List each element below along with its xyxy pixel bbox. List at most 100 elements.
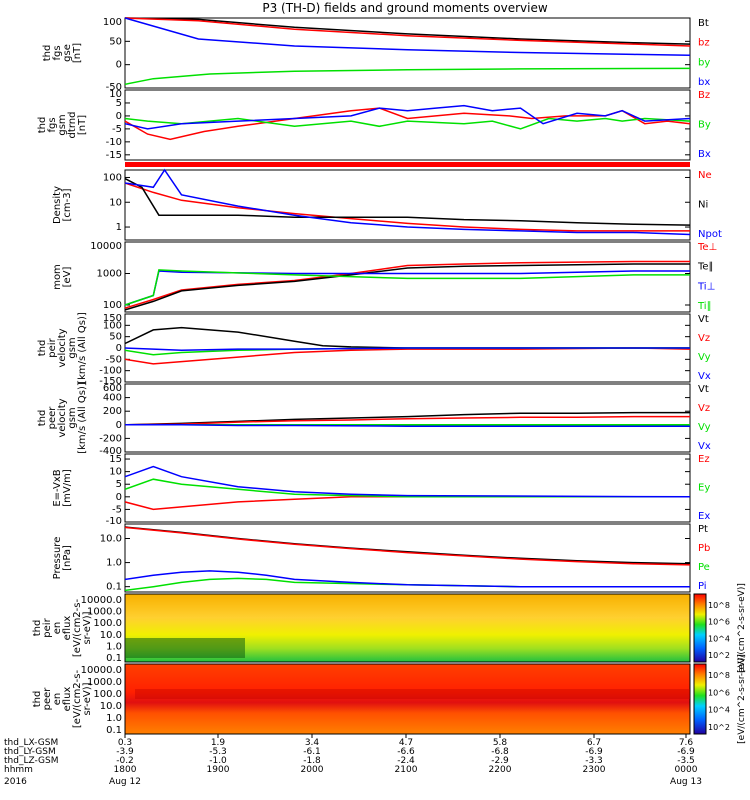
x-row-value: 2100 <box>395 765 418 775</box>
series-bx <box>124 17 691 57</box>
y-axis-label-line: [nT] <box>72 43 83 63</box>
y-axis-label-line: sr-eV)] <box>82 611 93 644</box>
y-axis-label-line: velocity <box>57 328 68 367</box>
y-axis-label-line: E=-VxB <box>52 469 63 506</box>
y-tick-label: -100 <box>99 366 122 377</box>
series-Npot <box>124 168 691 236</box>
series-Pi <box>124 570 690 588</box>
y-tick-label: 5 <box>116 479 122 490</box>
x-row-value: -3.3 <box>585 756 603 766</box>
x-row-value: 7.6 <box>679 738 694 748</box>
y-tick-label: 400 <box>103 393 122 404</box>
y-tick-label: -10 <box>106 137 122 148</box>
legend-label: Vz <box>698 333 710 344</box>
panel-frame <box>124 89 691 161</box>
series-Te⊥ <box>124 260 690 309</box>
y-tick-label: 10 <box>109 89 122 100</box>
panel-density: 100 10 1 Density[cm-3] Ne Ni Npot <box>52 168 722 241</box>
x-row-value: -6.1 <box>303 747 321 757</box>
y-axis-label-line: mom <box>52 264 63 290</box>
y-axis-label-line: [km/s (All Qs)] <box>77 312 88 384</box>
legend-label: Bx <box>698 149 711 160</box>
spectrogram-peer-eflux: 10000.01000.0100.010.01.00.1thdpeerenefl… <box>32 654 747 744</box>
series-Bt <box>124 17 691 45</box>
legend-label: Pt <box>698 524 708 535</box>
x-row-label: thd_LY-GSM <box>4 747 56 757</box>
legend-label: Ne <box>698 170 712 181</box>
y-axis-label-line: Pressure <box>52 537 63 580</box>
y-tick-label: 10000.0 <box>81 665 122 676</box>
colorbar <box>693 593 707 663</box>
legend-label: Npot <box>698 229 722 240</box>
x-row-value: -1.8 <box>303 756 321 766</box>
legend-label: Ti∥ <box>697 301 712 312</box>
y-axis-label: mom[eV] <box>52 264 73 290</box>
y-tick-label: 0 <box>116 492 122 503</box>
x-row-value: -6.8 <box>491 747 509 757</box>
panel-frame <box>124 241 691 313</box>
y-axis-label-line: eflux <box>62 687 73 712</box>
y-tick-label: 200 <box>103 406 122 417</box>
y-tick-label: -10 <box>106 516 122 527</box>
series-Ni <box>124 177 691 226</box>
panel-frame <box>124 169 691 241</box>
x-row-value: 1.9 <box>211 738 226 748</box>
y-tick-label: 0 <box>116 60 122 71</box>
legend-label: By <box>698 119 711 130</box>
y-axis-label-line: velocity <box>57 398 68 437</box>
y-axis-label-line: [eV/(cm2-s- <box>72 599 83 658</box>
legend-label: Bt <box>698 18 709 29</box>
legend-label: Ni <box>698 199 708 210</box>
y-tick-label: -200 <box>99 433 122 444</box>
y-axis-label: Pressure[nPa] <box>52 537 73 580</box>
y-axis-label-line: thd <box>32 620 43 637</box>
y-axis-label-line: [km/s (All Qs)] <box>77 382 88 454</box>
y-axis-label-line: thd <box>37 340 48 357</box>
x-row-value: -6.9 <box>677 747 695 757</box>
colorbar-tick-label: 10^6 <box>708 688 730 697</box>
line-panels: 100500-50thdfgsgse[nT]Btbzbybx1050-5-10-… <box>37 17 722 593</box>
x-row-value: -3.9 <box>116 747 134 757</box>
y-axis-label: thdpeireneflux[eV/(cm2-s-sr-eV)] <box>32 599 93 658</box>
y-axis-label-line: peir <box>42 617 53 637</box>
y-tick-label: -15 <box>106 150 122 161</box>
series-Ti∥ <box>124 269 690 306</box>
y-tick-label: 10000 <box>90 241 122 252</box>
y-axis-label-line: thd <box>37 410 48 427</box>
y-tick-label: 0.1 <box>106 725 122 736</box>
x-row-value: 0.3 <box>118 738 132 748</box>
series-Ne <box>124 182 690 232</box>
colorbar-label: [eV/(cm^2-s-sr-eV)] <box>737 654 747 744</box>
x-row-value: 2300 <box>583 765 606 775</box>
y-axis-label-line: thd <box>32 691 43 708</box>
y-tick-label: 5 <box>116 98 122 109</box>
x-row-value: -3.5 <box>677 756 695 766</box>
y-tick-label: 0 <box>116 420 122 431</box>
x-row-value: 6.7 <box>587 738 601 748</box>
y-axis-label-line: en <box>52 622 63 635</box>
y-tick-label: 100 <box>103 320 122 331</box>
legend-label: Te∥ <box>697 262 714 273</box>
legend-label: Vt <box>698 384 709 395</box>
panel-efield: 15 105 0-5-10 E=-VxB[mV/m] Ez Ey Ex <box>52 453 710 527</box>
series-Ex <box>124 465 691 498</box>
legend-label: Te⊥ <box>697 242 717 253</box>
end-date-label: Aug 13 <box>670 777 702 787</box>
y-axis-label-line: [nPa] <box>62 545 73 571</box>
y-tick-label: 150 <box>103 313 122 324</box>
legend-label: Vt <box>698 314 709 325</box>
x-row-value: 1800 <box>114 765 137 775</box>
y-axis-label-line: thd <box>37 117 48 134</box>
year-label: 2016 <box>4 777 27 787</box>
panel-fgs-gsm: 105 0 -5 -10 -15 thdfgsgsmdtrnd[nT] Bz By Bx <box>37 89 711 161</box>
status-bar <box>125 162 690 167</box>
series-By <box>124 117 691 130</box>
colorbar <box>693 663 707 735</box>
y-axis-label: Density[cm-3] <box>52 186 73 224</box>
colorbar-tick-label: 10^4 <box>708 634 730 643</box>
y-axis-label-line: fgs <box>52 45 63 60</box>
spectrogram-image <box>124 663 691 735</box>
colorbar-tick-label: 10^8 <box>708 601 730 610</box>
